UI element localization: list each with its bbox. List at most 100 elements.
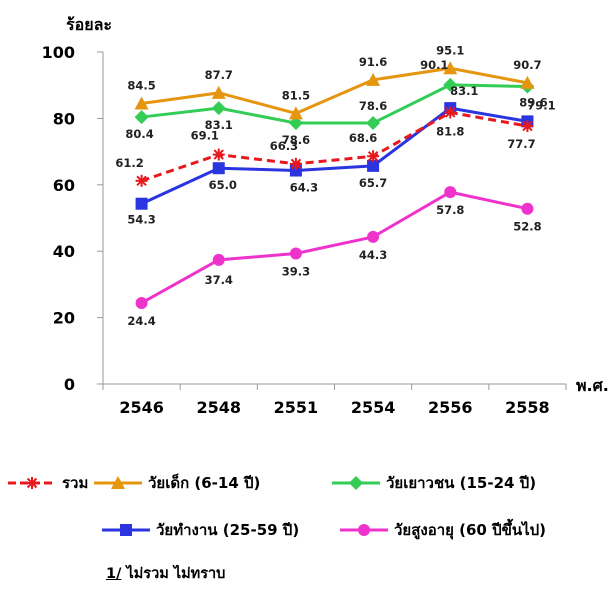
- series-youth: [134, 77, 535, 131]
- series-line-youth: [141, 83, 528, 125]
- data-label-child: 81.5: [282, 88, 310, 102]
- y-tick-label: 100: [42, 43, 75, 62]
- y-tick-label: 80: [53, 109, 75, 128]
- data-point-youth: [443, 77, 458, 92]
- legend-item-child: วัยเด็ก (6-14 ปี): [92, 471, 260, 495]
- x-tick-label: 2546: [119, 398, 164, 417]
- data-label-youth: 78.6: [359, 99, 387, 113]
- legend-label-working: วัยทำงาน (25-59 ปี): [156, 521, 300, 539]
- legend-item-elderly: วัยสูงอายุ (60 ปีขึ้นไป): [338, 518, 546, 542]
- data-label-elderly: 39.3: [282, 265, 310, 279]
- legend-swatch-youth: [332, 476, 380, 490]
- data-point-working: [135, 197, 148, 210]
- y-tick-label: 20: [53, 309, 75, 328]
- data-label-elderly: 57.8: [436, 203, 464, 217]
- data-label-youth: 90.1: [420, 58, 448, 72]
- data-point-child: [211, 85, 226, 99]
- data-label-working: 64.3: [290, 181, 318, 195]
- data-point-working: [212, 162, 225, 175]
- data-label-working: 79.1: [527, 98, 555, 112]
- footnote-text: ไม่รวม ไม่ทราบ: [121, 566, 226, 582]
- data-label-youth: 89.6: [519, 96, 547, 110]
- data-label-youth: 78.6: [282, 133, 310, 147]
- data-point-elderly: [289, 247, 302, 260]
- data-label-child: 90.7: [513, 58, 541, 72]
- data-label-elderly: 44.3: [359, 248, 387, 262]
- legend-marker-elderly: [358, 524, 370, 536]
- legend-label-child: วัยเด็ก (6-14 ปี): [148, 474, 261, 492]
- legend-marker-child: [111, 476, 125, 489]
- data-point-youth: [288, 116, 303, 131]
- y-tick-label: 40: [53, 242, 75, 261]
- data-label-child: 91.6: [359, 55, 387, 69]
- legend-item-total: รวม: [6, 471, 88, 495]
- data-point-total: [289, 157, 302, 170]
- data-point-elderly: [521, 202, 534, 215]
- legend-marker-total: [26, 477, 38, 489]
- data-label-working: 65.0: [209, 178, 237, 192]
- data-label-elderly: 37.4: [205, 273, 233, 287]
- data-point-total: [135, 174, 148, 187]
- series-line-child: [141, 66, 528, 115]
- data-label-child: 87.7: [205, 68, 233, 82]
- x-tick-label: 2548: [196, 398, 241, 417]
- legend-item-youth: วัยเยาวชน (15-24 ปี): [330, 471, 536, 495]
- data-point-youth: [211, 101, 226, 116]
- footnote-mark: 1/: [106, 566, 122, 582]
- legend-label-elderly: วัยสูงอายุ (60 ปีขึ้นไป): [394, 521, 547, 539]
- data-point-total: [367, 150, 380, 163]
- x-tick-label: 2551: [274, 398, 319, 417]
- data-label-total: 68.6: [349, 131, 377, 145]
- legend-label-total: รวม: [62, 474, 89, 492]
- legend-swatch-elderly: [340, 524, 388, 536]
- data-point-elderly: [135, 296, 148, 309]
- series-child: [134, 61, 535, 120]
- series-elderly: [135, 186, 534, 309]
- data-label-elderly: 24.4: [127, 314, 155, 328]
- data-label-working: 54.3: [127, 213, 155, 227]
- legend-swatch-child: [94, 476, 142, 489]
- data-label-working: 65.7: [359, 176, 387, 190]
- series-working: [135, 102, 534, 210]
- legend-marker-working: [120, 524, 132, 536]
- data-labels: 24.4 37.4 39.3 44.3 57.8 52.8 54.3 65.0 64.3 65.7…: [115, 43, 555, 328]
- data-point-youth: [366, 116, 381, 131]
- data-label-total: 81.8: [436, 124, 464, 138]
- series-layer: [134, 61, 535, 309]
- data-label-child: 95.1: [436, 43, 464, 57]
- data-label-youth: 80.4: [125, 127, 153, 141]
- footnote: 1/ ไม่รวม ไม่ทราบ: [106, 562, 225, 585]
- data-label-child: 84.5: [127, 78, 155, 92]
- series-total: [135, 106, 534, 187]
- series-line-total: [141, 110, 528, 183]
- data-label-total: 77.7: [507, 137, 535, 151]
- legend-label-youth: วัยเยาวชน (15-24 ปี): [386, 474, 537, 492]
- x-axis-title: พ.ศ.: [576, 376, 609, 395]
- data-point-child: [288, 106, 303, 120]
- x-tick-label: 2558: [505, 398, 550, 417]
- data-label-working: 83.1: [450, 84, 478, 98]
- data-point-total: [444, 106, 457, 119]
- y-tick-label: 60: [53, 176, 75, 195]
- x-tick-label: 2554: [351, 398, 396, 417]
- data-point-child: [520, 75, 535, 89]
- data-label-total: 66.3: [270, 139, 298, 153]
- data-label-youth: 83.1: [205, 118, 233, 132]
- y-axis-title: ร้อยละ: [66, 15, 112, 34]
- legend-item-working: วัยทำงาน (25-59 ปี): [100, 518, 299, 542]
- legend-marker-youth: [349, 476, 363, 490]
- series-line-working: [140, 106, 528, 206]
- data-point-total: [521, 120, 534, 133]
- axes: 0 20 40 60 80 100 2546 2548 2551 2554 2556 2558 ร้อย…: [42, 15, 609, 417]
- data-point-elderly: [367, 230, 380, 243]
- legend-swatch-working: [102, 524, 150, 536]
- data-point-total: [212, 148, 225, 161]
- data-label-total: 61.2: [115, 156, 143, 170]
- data-label-elderly: 52.8: [513, 220, 541, 234]
- data-point-child: [443, 61, 458, 75]
- data-point-working: [367, 159, 380, 172]
- data-point-child: [366, 72, 381, 86]
- data-point-elderly: [444, 186, 457, 199]
- y-tick-label: 0: [64, 375, 75, 394]
